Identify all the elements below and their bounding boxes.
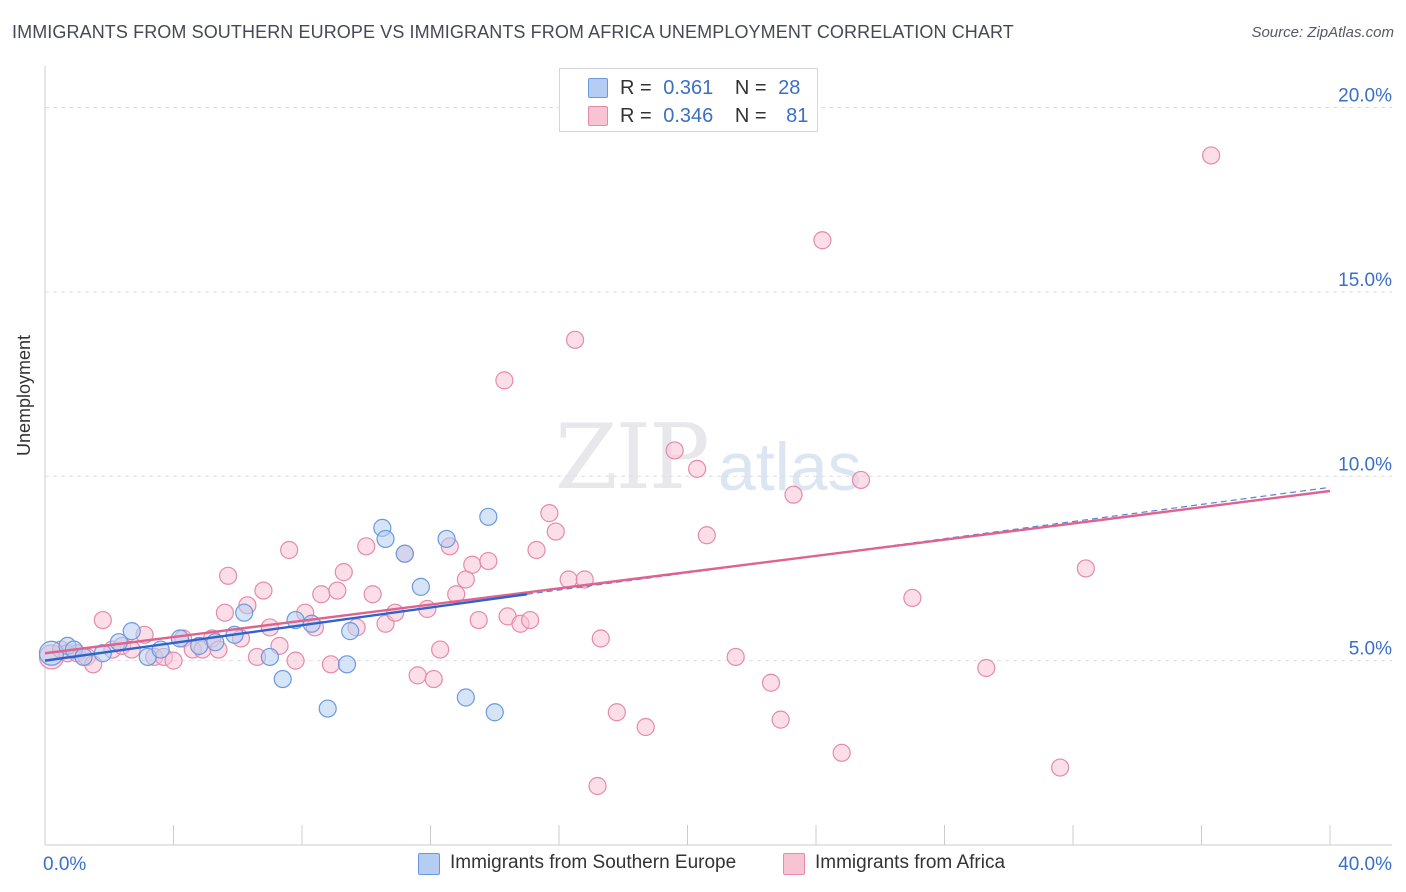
africa-point [1076,559,1095,578]
africa-point [761,673,781,692]
africa-point [286,651,305,670]
r-value: 0.361 [663,77,714,99]
africa-point [321,655,341,674]
southern-europe-point [337,655,357,674]
y-tick-label: 20.0% [1338,86,1392,107]
r-value: 0.346 [663,105,714,127]
africa-point [726,647,745,667]
africa-point [636,717,655,737]
southern-europe-point [122,622,141,641]
africa-point [688,459,707,478]
africa-point [164,651,183,670]
southern-europe-point [318,699,337,718]
africa-point [665,441,684,460]
africa-point [1051,758,1070,777]
x-tick-label: 40.0% [1338,854,1392,875]
southern-europe-point [235,603,254,622]
africa-point [447,585,466,604]
y-axis-label: Unemployment [14,334,34,456]
n-label: N = [734,105,767,127]
southern-europe-point [479,507,498,526]
africa-point [93,610,112,630]
africa-point [771,710,790,729]
source-label: Source: ZipAtlas.com [1251,24,1394,41]
africa-point [591,629,610,648]
y-tick-label: 15.0% [1338,270,1392,291]
grid-lines [45,107,1392,662]
africa-point [469,610,488,630]
chart-title: IMMIGRANTS FROM SOUTHERN EUROPE VS IMMIG… [12,22,1014,42]
n-value: 81 [786,105,809,127]
n-label: N = [734,77,767,99]
series-name-blue: Immigrants from Southern Europe [450,852,737,873]
southern-europe-point [411,577,430,596]
southern-europe-point [170,629,190,648]
stats-legend: R = 0.361 N = 28 R = 0.346 N = 81 [559,68,818,132]
southern-europe-point [485,703,504,722]
africa-point [280,540,299,560]
africa-point [565,330,585,349]
southern-europe-point [437,529,456,549]
africa-point [495,371,514,390]
africa-point [520,610,540,630]
axes [44,66,1392,846]
southern-europe-point [456,688,475,707]
africa-points [38,146,1221,796]
r-label: R = [620,77,652,99]
africa-point [527,540,546,560]
y-tick-label: 10.0% [1338,454,1392,475]
y-tick-label: 5.0% [1349,639,1392,660]
legend-swatch-pink [588,106,608,126]
africa-point [1202,146,1221,165]
africa-point [334,563,353,582]
series-name-pink: Immigrants from Africa [815,852,1006,873]
africa-point [479,551,498,571]
legend-row-africa: R = 0.346 N = 81 [560,102,817,130]
africa-point [832,743,851,762]
series-swatch-blue [418,853,440,875]
africa-point [424,669,443,689]
r-label: R = [620,105,652,127]
africa-point [463,555,482,574]
southern-europe-point [395,544,414,563]
africa-point [851,470,871,490]
africa-point [546,522,565,541]
africa-point [408,666,427,685]
africa-point [312,585,331,604]
trend-lines [44,486,1331,662]
tick-labels: 5.0% 10.0% 15.0% 20.0% 0.0% 40.0% [43,86,1392,876]
southern-europe-point [376,529,395,549]
africa-point [328,581,347,600]
legend-text-pink: R = 0.346 N = 81 [620,105,808,128]
legend-row-southern-europe: R = 0.361 N = 28 [560,74,817,102]
southern-europe-point [341,622,360,641]
africa-point [357,537,376,556]
n-value: 28 [778,77,801,99]
africa-point [363,585,382,604]
africa-point [784,485,803,504]
legend-swatch-blue [588,78,608,98]
africa-trend-line [44,489,1331,655]
africa-point [254,581,273,600]
africa-point [903,588,922,608]
africa-point [219,566,238,585]
africa-point [540,504,559,523]
x-tick-label: 0.0% [43,854,86,875]
southern-europe-point [273,669,292,689]
africa-point [977,658,996,678]
africa-point [215,603,234,622]
africa-point [431,640,450,659]
africa-point [813,231,832,250]
southern-europe-trend-line [44,593,528,662]
watermark-zip: ZIP [555,405,710,510]
africa-point [588,776,607,796]
africa-point [697,526,716,545]
series-swatch-pink [783,853,805,875]
southern-europe-point [260,647,279,667]
africa-point [260,618,279,637]
legend-text-blue: R = 0.361 N = 28 [620,77,800,100]
africa-point [607,703,626,722]
